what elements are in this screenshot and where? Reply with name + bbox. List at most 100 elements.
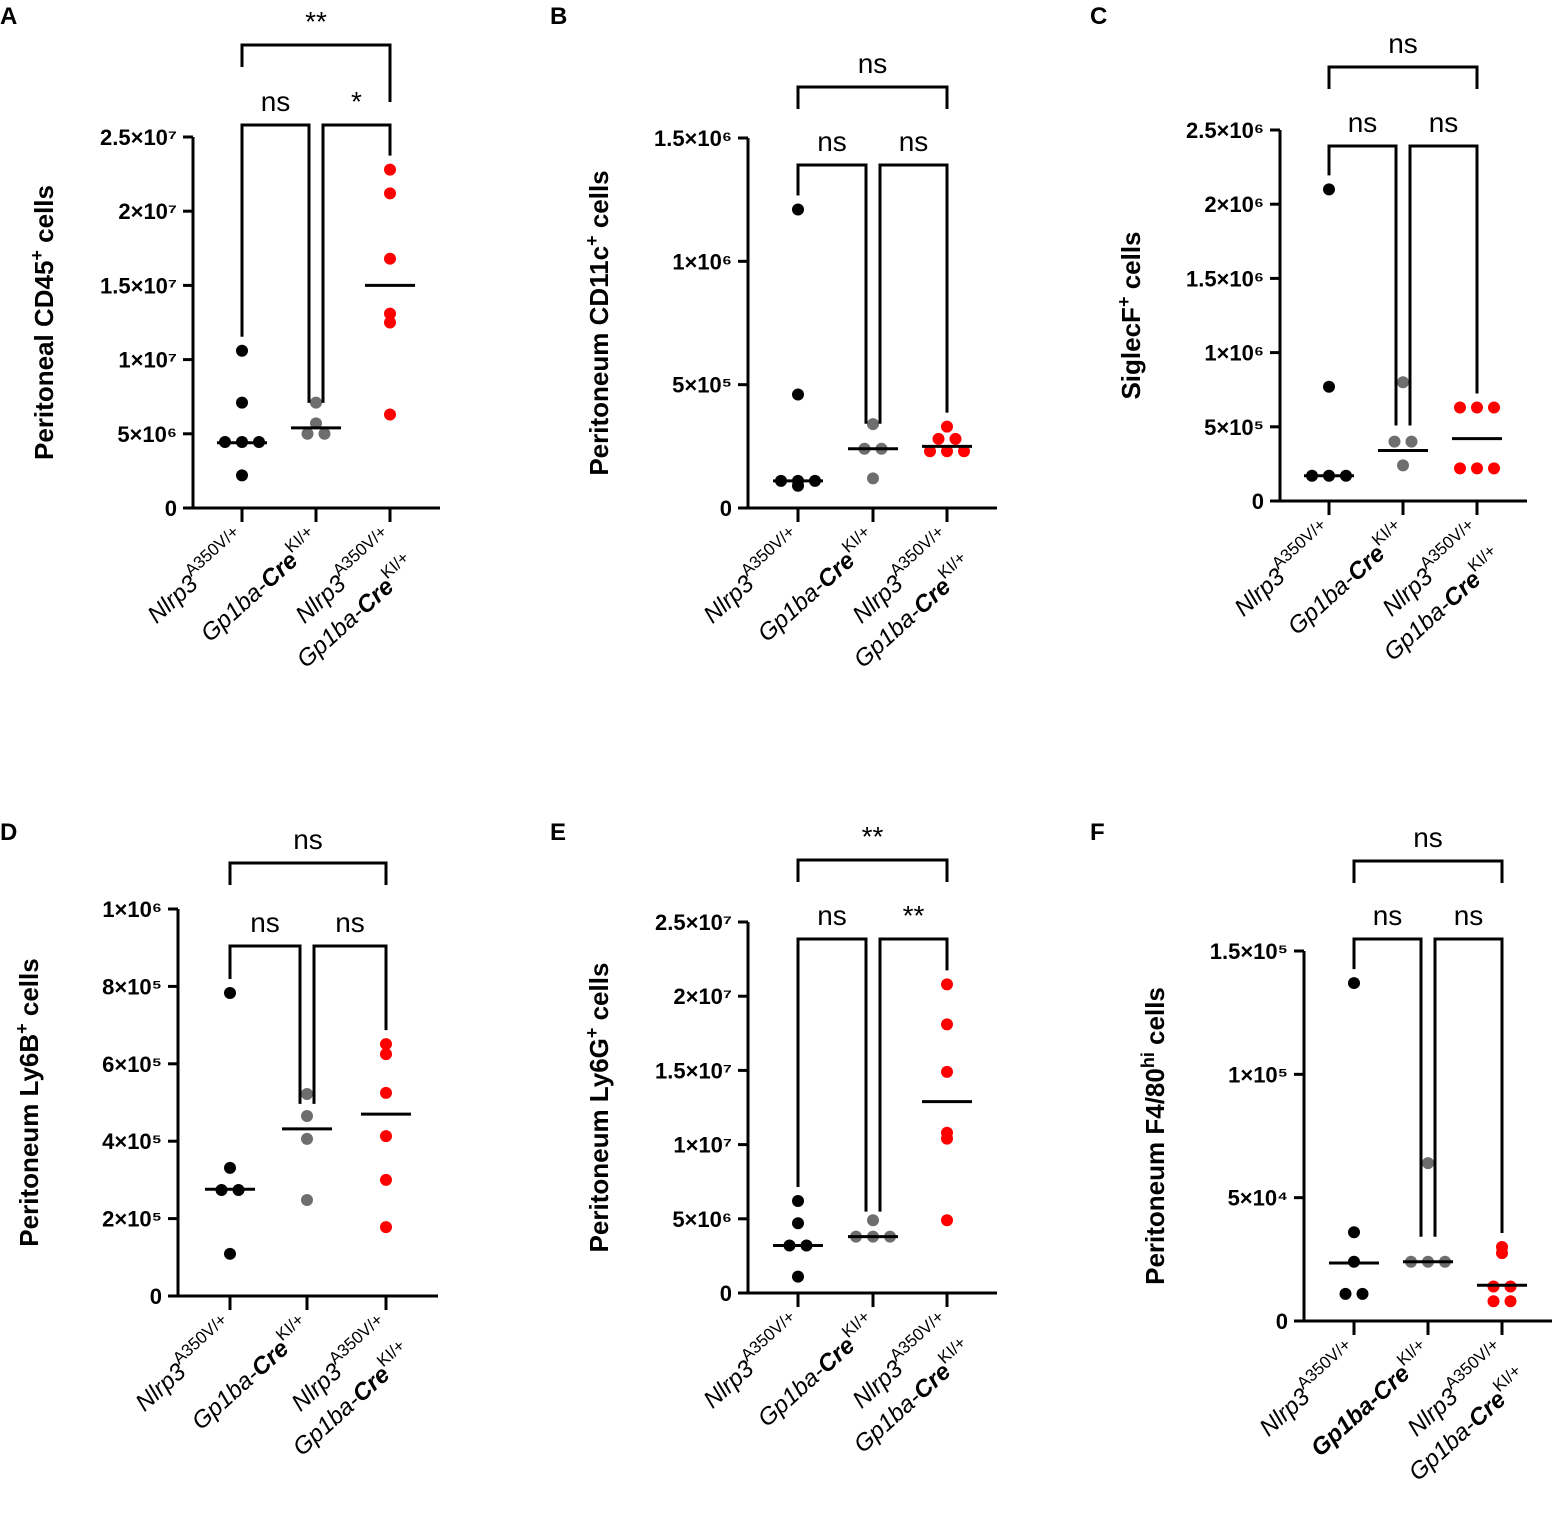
data-point (236, 344, 248, 357)
y-tick-label: 8×10⁵ (102, 974, 162, 999)
y-tick-label: 1.5×10⁷ (100, 273, 177, 298)
y-tick-label: 1.5×10⁷ (655, 1058, 732, 1083)
data-point (792, 1270, 804, 1283)
y-tick-label: 4×10⁵ (102, 1129, 162, 1154)
data-point (1487, 1295, 1500, 1308)
data-point (792, 479, 804, 492)
significance-label: ns (335, 907, 365, 938)
label-sup: A350V/+ (737, 1307, 799, 1365)
significance-bracket (1327, 65, 1479, 89)
y-tick-label: 5×10⁵ (672, 373, 732, 398)
data-point (384, 307, 396, 320)
significance-label: ns (293, 824, 323, 855)
y-tick-label: 1×10⁶ (1204, 341, 1264, 366)
y-label-sup: hi (1138, 1052, 1158, 1068)
y-axis-label: Peritoneum F4/80hi cells (1138, 987, 1170, 1285)
y-label-suffix: cells (1116, 231, 1146, 296)
y-tick-label: 1.5×10⁶ (1186, 266, 1264, 291)
data-point (941, 1065, 953, 1078)
y-tick-label: 0 (165, 496, 177, 521)
y-label-text: SiglecF (1116, 307, 1146, 399)
data-point (1454, 462, 1466, 475)
panel-c: C 0 5×10⁵ 1×10⁶ 1.5×10⁶ 2×10⁶ 2.5×10⁶ SiglecF+ … (1090, 3, 1527, 666)
data-point (941, 445, 953, 458)
y-tick-label: 2×10⁷ (118, 199, 177, 224)
y-label-sup: + (27, 250, 47, 261)
data-point (1496, 1247, 1508, 1260)
significance-label: ns (1373, 900, 1403, 931)
data-point (792, 203, 804, 216)
data-point (1397, 459, 1409, 472)
significance-bracket (1327, 144, 1398, 426)
data-point (384, 187, 396, 200)
data-point (318, 427, 331, 440)
y-label-sup: + (12, 1023, 32, 1034)
significance-bracket (1352, 859, 1504, 883)
label-gene: Gp1ba- (196, 574, 274, 648)
y-tick-label: 1×10⁷ (673, 1133, 732, 1158)
significance-label: ns (261, 86, 291, 117)
y-tick-label: 0 (1252, 489, 1264, 514)
significance-bracket (228, 861, 388, 885)
y-tick-label: 5×10⁴ (1228, 1186, 1288, 1211)
significance-label: ** (305, 6, 327, 37)
panel-label: F (1090, 819, 1105, 846)
data-point (941, 420, 953, 433)
label-sup: A350V/+ (737, 522, 799, 580)
y-tick-label: 5×10⁵ (1204, 415, 1264, 440)
data-point (384, 252, 396, 265)
data-point (384, 316, 396, 329)
data-point (380, 1038, 392, 1051)
data-point (867, 1214, 879, 1227)
data-point (1339, 1287, 1352, 1300)
y-tick-label: 1×10⁶ (102, 897, 162, 922)
significance-bracket (796, 85, 949, 109)
significance-bracket (240, 123, 311, 403)
data-point (1323, 380, 1335, 393)
y-tick-label: 1×10⁵ (1228, 1062, 1288, 1087)
label-gene: Gp1ba- (1306, 1387, 1386, 1462)
significance-label: ns (858, 48, 888, 79)
significance-label: ns (817, 126, 847, 157)
data-point (941, 1018, 953, 1031)
data-point (1454, 401, 1466, 414)
data-point (1422, 1157, 1434, 1170)
y-tick-label: 5×10⁶ (117, 422, 177, 447)
label-gene: Gp1ba- (753, 1359, 831, 1433)
panel-e: E 0 5×10⁶ 1×10⁷ 1.5×10⁷ 2×10⁷ 2.5×10⁷ Peritoneu… (550, 819, 997, 1458)
significance-label: ns (899, 126, 929, 157)
data-point (380, 1173, 392, 1186)
y-tick-label: 0 (720, 496, 732, 521)
panel-label: D (0, 819, 17, 846)
label-gene: Gp1ba- (1283, 567, 1361, 641)
y-tick-label: 1×10⁶ (672, 249, 732, 274)
y-label-text: Peritoneum CD11c (584, 246, 614, 476)
y-axis-label: Peritoneal CD45+ cells (27, 185, 59, 460)
panel-label: B (550, 3, 567, 30)
data-point (1356, 1287, 1369, 1300)
significance-bracket (796, 858, 949, 882)
y-tick-label: 0 (720, 1281, 732, 1306)
significance-label: ns (1454, 900, 1484, 931)
significance-bracket (240, 43, 392, 102)
label-sup: A350V/+ (1293, 1335, 1355, 1393)
data-point (301, 1194, 313, 1207)
data-point (224, 1247, 236, 1260)
significance-label: ns (1413, 822, 1443, 853)
significance-label: ns (1348, 107, 1378, 138)
data-point (380, 1048, 392, 1061)
data-point (1323, 183, 1335, 196)
y-tick-label: 2.5×10⁷ (655, 910, 732, 935)
data-point (867, 418, 879, 431)
data-point (1348, 1226, 1360, 1239)
y-tick-label: 2×10⁷ (673, 984, 732, 1009)
y-tick-label: 5×10⁶ (672, 1207, 732, 1232)
significance-bracket (321, 123, 392, 403)
panel-label: C (1090, 3, 1107, 30)
data-point (380, 1221, 392, 1234)
data-point (1504, 1295, 1517, 1308)
data-point (867, 472, 879, 485)
y-tick-label: 0 (1276, 1309, 1288, 1334)
data-point (1348, 977, 1360, 990)
